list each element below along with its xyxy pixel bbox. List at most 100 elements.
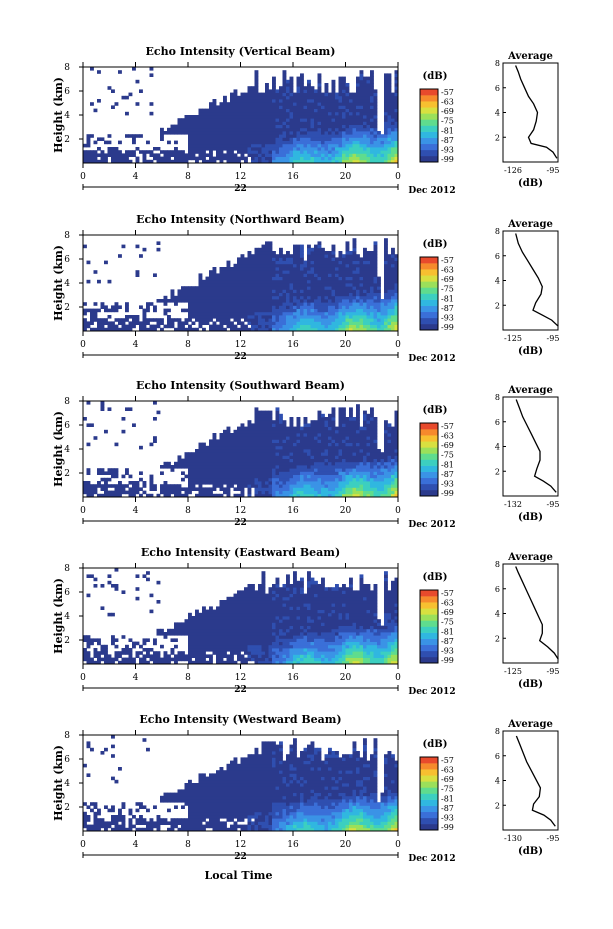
heatmap-cell (100, 648, 105, 652)
heatmap-cell (128, 321, 133, 325)
heatmap-cell (265, 102, 269, 106)
colorbar-swatch (420, 459, 438, 466)
heatmap-cell (282, 484, 287, 488)
heatmap-cell (338, 433, 343, 437)
heatmap-cell (363, 484, 367, 488)
heatmap-cell (310, 318, 315, 322)
heatmap-cell (265, 124, 269, 129)
heatmap-cell (345, 92, 350, 97)
heatmap-cell (90, 318, 94, 322)
heatmap-cell (324, 327, 329, 332)
heatmap-cell (226, 465, 231, 469)
heatmap-cell (272, 89, 276, 93)
heatmap-cell (303, 439, 308, 443)
heatmap-cell (261, 251, 266, 255)
heatmap-cell (321, 270, 325, 274)
heatmap-cell (272, 487, 276, 491)
heatmap-cell (191, 315, 196, 319)
heatmap-cell (331, 159, 336, 164)
heatmap-cell (114, 493, 119, 498)
heatmap-cell (345, 251, 350, 255)
heatmap-cell (307, 327, 311, 332)
heatmap-cell (240, 260, 245, 265)
heatmap-cell (394, 442, 399, 447)
heatmap-cell (261, 449, 266, 453)
heatmap-cell (345, 481, 350, 485)
heatmap-cell (391, 267, 395, 271)
heatmap-cell (286, 493, 290, 498)
heatmap-cell (230, 468, 234, 472)
heatmap-cell (247, 299, 252, 303)
heatmap-cell (314, 327, 318, 332)
heatmap-cell (345, 134, 350, 138)
heatmap-cell (317, 436, 322, 440)
heatmap-cell (331, 487, 336, 491)
heatmap-cell (317, 308, 322, 313)
heatmap-cell (86, 657, 91, 662)
heatmap-cell (163, 131, 168, 135)
colorbar-swatch (420, 471, 438, 479)
heatmap-cell (128, 481, 133, 485)
heatmap-cell (307, 273, 311, 277)
heatmap-cell (391, 254, 395, 258)
heatmap-cell (373, 134, 378, 138)
heatmap-cell (195, 458, 199, 463)
heatmap-cell (352, 241, 357, 245)
heatmap-cell (321, 257, 325, 261)
heatmap-cell (272, 445, 276, 450)
heatmap-cell (160, 465, 164, 469)
heatmap-cell (363, 102, 367, 106)
heatmap-cell (104, 318, 108, 322)
heatmap-cell (275, 102, 280, 106)
heatmap-cell (251, 108, 255, 113)
heatmap-cell (300, 254, 304, 258)
heatmap-cell (272, 477, 276, 482)
heatmap-cell (90, 484, 94, 488)
heatmap-cell (331, 260, 336, 265)
heatmap-cell (247, 308, 252, 313)
heatmap-cell (149, 327, 154, 332)
heatmap-cell (342, 286, 346, 290)
heatmap-cell (366, 140, 371, 145)
heatmap-cell (310, 481, 315, 485)
heatmap-cell (272, 490, 276, 495)
heatmap-cell (366, 474, 371, 479)
heatmap-cell (254, 143, 259, 148)
heatmap-cell (373, 461, 378, 466)
heatmap-cell (272, 458, 276, 463)
heatmap-cell (254, 283, 259, 287)
heatmap-cell (268, 458, 273, 463)
heatmap-cell (202, 134, 206, 138)
heatmap-cell (303, 156, 308, 161)
heatmap-cell (107, 657, 112, 662)
heatmap-cell (272, 115, 276, 119)
heatmap-cell (272, 254, 276, 258)
heatmap-cell (247, 276, 252, 281)
heatmap-cell (216, 484, 220, 488)
heatmap-cell (324, 283, 329, 287)
average-x-tick-label: -95 (547, 500, 560, 509)
heatmap-cell (328, 452, 332, 456)
heatmap-cell (261, 121, 266, 125)
heatmap-cell (289, 273, 294, 277)
heatmap-cell (160, 471, 164, 475)
heatmap-cell (254, 417, 259, 421)
heatmap-cell (289, 302, 294, 306)
heatmap-cell (195, 115, 199, 119)
heatmap-cell (310, 458, 315, 463)
heatmap-cell (370, 445, 374, 450)
heatmap-cell (363, 92, 367, 97)
colorbar-swatch (420, 113, 438, 120)
heatmap-cell (279, 477, 283, 482)
colorbar-tick-label: -81 (441, 294, 454, 303)
heatmap-cell (338, 407, 343, 411)
heatmap-cell (100, 159, 105, 164)
heatmap-cell (230, 455, 234, 459)
heatmap-cell (261, 270, 266, 274)
heatmap-cell (328, 99, 332, 103)
heatmap-cell (261, 279, 266, 284)
heatmap-cell (251, 276, 255, 281)
heatmap-cell (394, 468, 399, 472)
heatmap-cell (191, 292, 196, 297)
heatmap-cell (307, 121, 311, 125)
